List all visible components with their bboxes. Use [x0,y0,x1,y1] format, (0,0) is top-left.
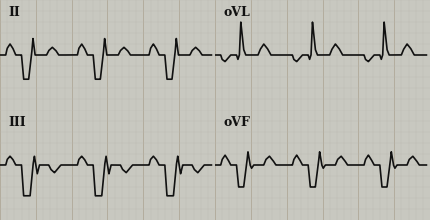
Text: oVF: oVF [224,116,250,128]
Text: oVL: oVL [224,6,250,18]
Text: III: III [9,116,26,128]
Text: II: II [9,6,20,18]
